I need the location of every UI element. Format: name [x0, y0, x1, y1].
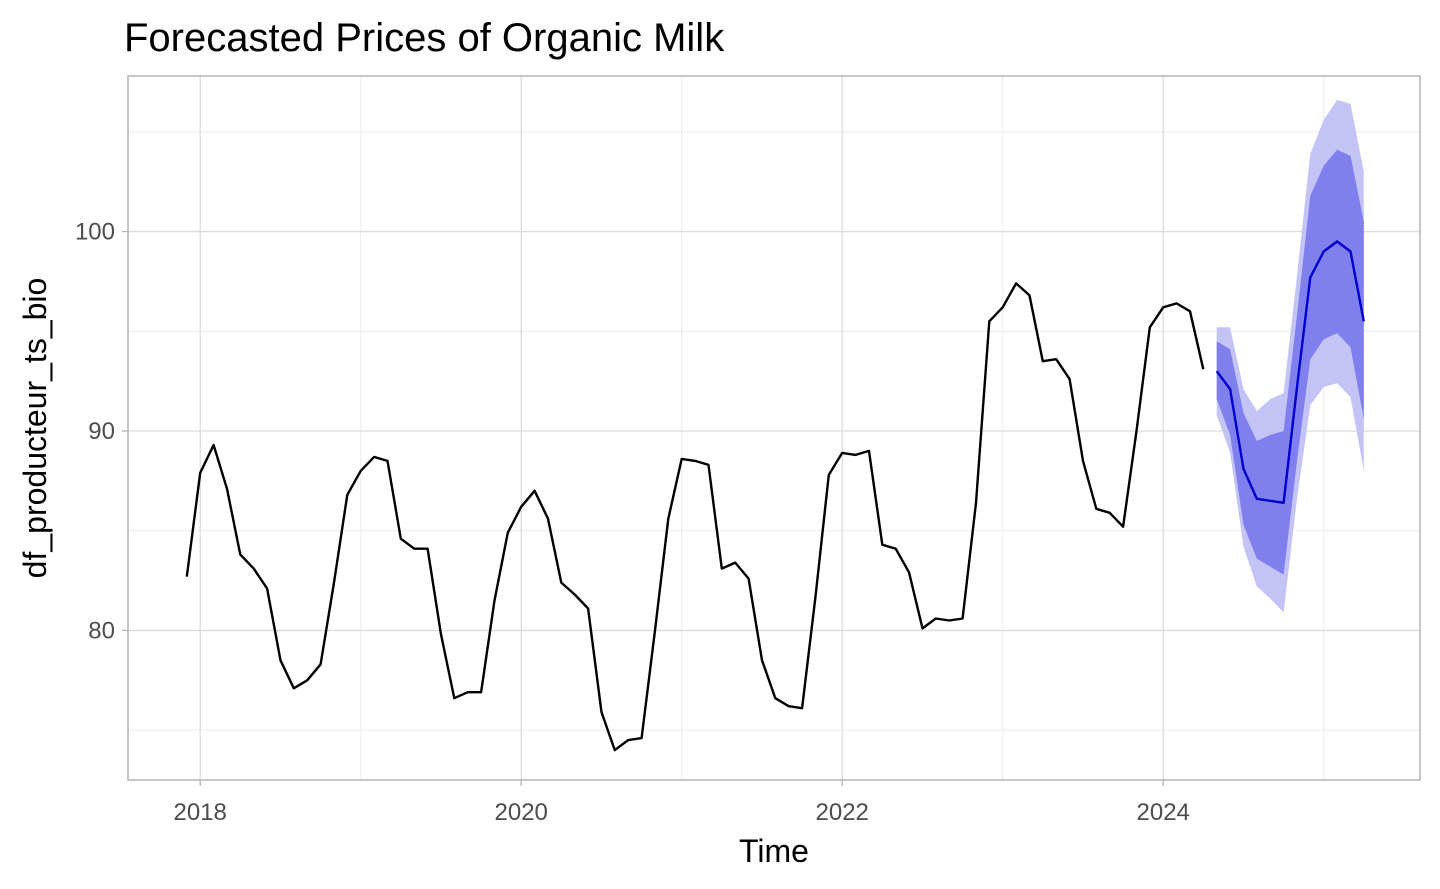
x-axis-ticks: 2018 2020 2022 2024 — [174, 780, 1190, 826]
y-tick-label: 90 — [88, 418, 115, 445]
grid-lines — [128, 76, 1420, 780]
x-tick-label: 2022 — [816, 799, 869, 826]
band-80 — [1216, 149, 1364, 575]
y-axis-title: df_producteur_ts_bio — [17, 278, 53, 579]
x-tick-label: 2024 — [1137, 799, 1190, 826]
chart-title: Forecasted Prices of Organic Milk — [124, 16, 725, 60]
observed-layer — [185, 282, 1205, 752]
y-tick-label: 100 — [75, 219, 115, 246]
y-tick-label: 80 — [88, 617, 115, 644]
band-80-layer — [1216, 149, 1364, 575]
observed-series-line — [185, 282, 1205, 752]
forecast-mean-line — [1215, 240, 1365, 504]
x-axis-title: Time — [739, 833, 809, 869]
y-axis-ticks: 80 90 100 — [75, 219, 128, 644]
x-tick-label: 2018 — [174, 799, 227, 826]
panel-border — [127, 75, 1421, 781]
x-tick-label: 2020 — [495, 799, 548, 826]
forecast-layer — [1215, 240, 1365, 504]
